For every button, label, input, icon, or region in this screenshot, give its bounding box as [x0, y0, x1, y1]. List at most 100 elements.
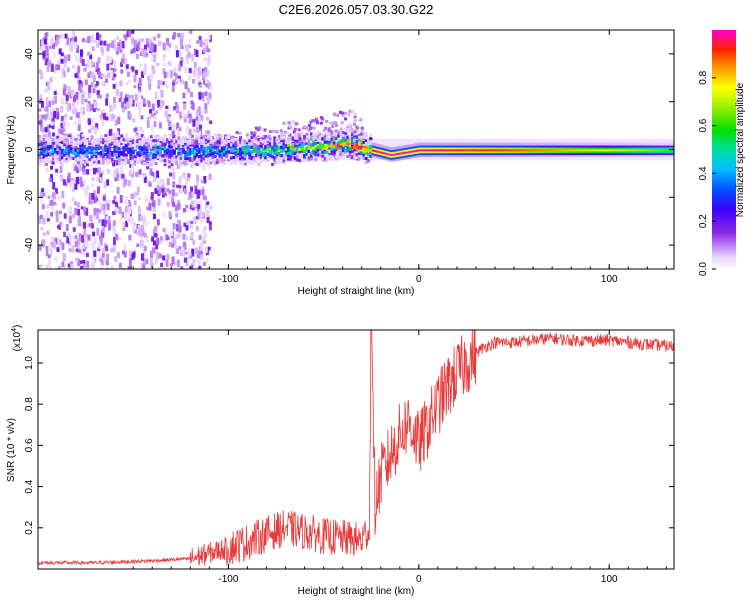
heatmap-cell	[91, 72, 95, 79]
heatmap-cell	[82, 262, 86, 268]
heatmap-cell	[38, 113, 42, 119]
heatmap-cell	[156, 180, 160, 187]
heatmap-cell	[124, 36, 128, 41]
heatmap-cell	[223, 142, 227, 146]
heatmap-cell	[104, 153, 108, 157]
heatmap-cell	[330, 134, 334, 138]
heatmap-cell	[670, 144, 674, 148]
heatmap-cell	[103, 182, 107, 189]
heatmap-cell	[100, 266, 104, 269]
heatmap-cell	[73, 201, 77, 206]
heatmap-cell	[513, 152, 517, 156]
heatmap-cell	[331, 125, 335, 129]
heatmap-cell	[198, 265, 202, 269]
heatmap-cell	[91, 177, 95, 181]
heatmap-cell	[54, 188, 58, 194]
heatmap-cell	[421, 148, 425, 152]
heatmap-cell	[140, 134, 144, 138]
heatmap-cell	[44, 140, 48, 144]
heatmap-cell	[442, 144, 446, 148]
heatmap-cell	[291, 120, 295, 124]
heatmap-cell	[88, 160, 92, 164]
heatmap-cell	[408, 153, 412, 157]
heatmap-cell	[129, 139, 133, 143]
heatmap-cell	[526, 148, 530, 152]
heatmap-cell	[117, 147, 121, 151]
heatmap-cell	[99, 178, 103, 183]
heatmap-cell	[600, 150, 604, 154]
heatmap-cell	[114, 206, 118, 211]
heatmap-cell	[572, 144, 576, 148]
heatmap-cell	[156, 155, 160, 159]
heatmap-cell	[570, 154, 574, 158]
heatmap-cell	[164, 80, 168, 86]
heatmap-cell	[213, 137, 217, 141]
heatmap-cell	[479, 146, 483, 150]
heatmap-cell	[645, 150, 649, 154]
heatmap-cell	[360, 126, 364, 130]
heatmap-cell	[600, 144, 604, 148]
colorbar: 0.00.20.40.60.8 Normalized spectral ampl…	[698, 30, 746, 276]
heatmap-cell	[563, 144, 567, 148]
heatmap-cell	[67, 149, 71, 153]
heatmap-cell	[451, 152, 455, 156]
heatmap-cell	[115, 148, 119, 152]
heatmap-cell	[44, 138, 48, 142]
heatmap-cell	[293, 139, 297, 143]
heatmap-cell	[193, 66, 197, 71]
heatmap-cell	[49, 151, 53, 155]
heatmap-cell	[538, 146, 542, 150]
heatmap-cell	[565, 148, 569, 152]
heatmap-cell	[209, 120, 213, 125]
heatmap-cell	[93, 39, 97, 43]
heatmap-cell	[526, 152, 530, 156]
heatmap-cell	[216, 143, 220, 147]
heatmap-cell	[120, 137, 124, 141]
heatmap-cell	[490, 148, 494, 152]
heatmap-cell	[150, 73, 154, 79]
heatmap-cell	[176, 259, 180, 268]
heatmap-cell	[57, 60, 61, 67]
heatmap-cell	[143, 151, 147, 155]
heatmap-cell	[259, 152, 263, 156]
heatmap-cell	[293, 127, 297, 131]
heatmap-cell	[56, 36, 60, 45]
heatmap-cell	[229, 161, 233, 165]
heatmap-cell	[549, 144, 553, 148]
heatmap-cell	[245, 156, 249, 160]
heatmap-cell	[421, 154, 425, 158]
heatmap-cell	[191, 206, 195, 211]
heatmap-cell	[202, 154, 206, 158]
heatmap-cell	[103, 257, 107, 264]
heatmap-cell	[81, 133, 85, 137]
heatmap-cell	[53, 157, 57, 161]
heatmap-cell	[220, 146, 224, 150]
heatmap-cell	[141, 71, 145, 78]
heatmap-cell	[60, 33, 64, 38]
heatmap-cell	[364, 134, 368, 138]
heatmap-cell	[131, 136, 135, 140]
heatmap-cell	[490, 144, 494, 148]
heatmap-cell	[364, 143, 368, 147]
heatmap-cell	[131, 99, 135, 107]
heatmap-cell	[645, 146, 649, 150]
heatmap-cell	[346, 146, 350, 150]
heatmap-cell	[89, 71, 93, 75]
heatmap-cell	[609, 148, 613, 152]
heatmap-cell	[101, 142, 105, 146]
heatmap-cell	[604, 152, 608, 156]
heatmap-cell	[638, 150, 642, 154]
heatmap-cell	[71, 245, 75, 253]
heatmap-cell	[163, 159, 167, 163]
heatmap-cell	[85, 144, 89, 148]
heatmap-cell	[102, 204, 106, 211]
heatmap-cell	[100, 259, 104, 266]
heatmap-cell	[392, 156, 396, 160]
heatmap-cell	[485, 146, 489, 150]
heatmap-cell	[129, 97, 133, 105]
heatmap-cell	[234, 147, 238, 151]
heatmap-cell	[92, 147, 96, 151]
heatmap-cell	[209, 161, 213, 165]
heatmap-cell	[415, 147, 419, 151]
heatmap-cell	[469, 148, 473, 152]
